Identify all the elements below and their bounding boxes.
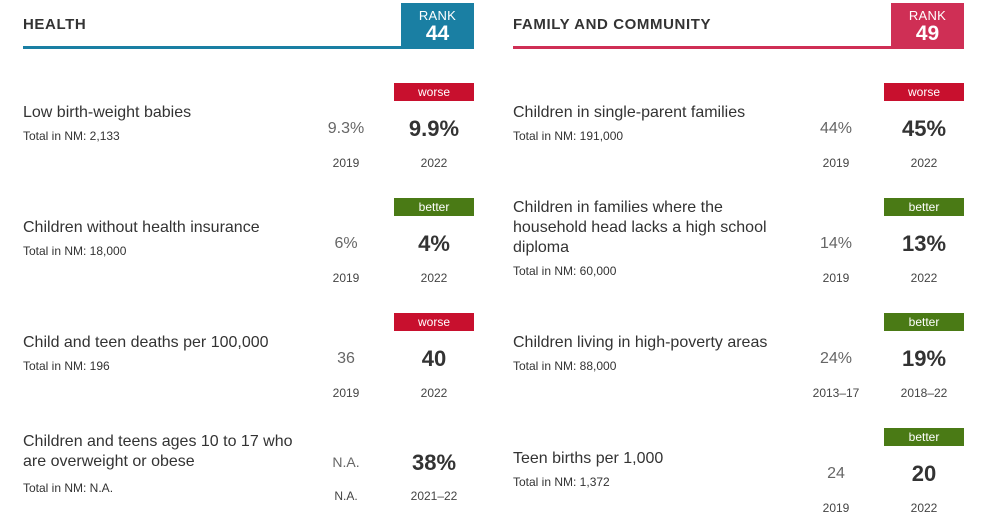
indicator-name: Child and teen deaths per 100,000 bbox=[23, 334, 269, 351]
old-value: 36 bbox=[337, 350, 355, 367]
old-value: N.A. bbox=[332, 454, 360, 470]
new-year: 2022 bbox=[420, 271, 448, 285]
worse-badge: worse bbox=[394, 83, 474, 101]
old-year: N.A. bbox=[334, 489, 358, 503]
health-title: HEALTH bbox=[23, 16, 87, 33]
better-badge: better bbox=[884, 198, 964, 216]
indicator-name: Children without health insurance bbox=[23, 219, 260, 236]
family-row: Children in families where the household… bbox=[513, 198, 964, 308]
new-year: 2022 bbox=[420, 386, 448, 400]
health-row: Child and teen deaths per 100,000 Total … bbox=[23, 313, 474, 423]
indicator-total: Total in NM: N.A. bbox=[23, 481, 114, 495]
health-row: Low birth-weight babies Total in NM: 2,1… bbox=[23, 83, 474, 193]
indicator-total: Total in NM: 60,000 bbox=[513, 264, 617, 278]
new-value: 38% bbox=[411, 450, 457, 475]
old-value: 24 bbox=[827, 465, 845, 482]
old-value: 24% bbox=[819, 350, 853, 367]
health-row: Children and teens ages 10 to 17 who are… bbox=[23, 428, 474, 518]
indicator-total: Total in NM: 2,133 bbox=[23, 129, 120, 143]
new-year: 2018–22 bbox=[900, 386, 948, 400]
worse-badge: worse bbox=[884, 83, 964, 101]
health-panel: HEALTH RANK 44 Low birth-weight babies T… bbox=[23, 0, 474, 523]
old-value: 44% bbox=[819, 120, 853, 137]
old-year: 2019 bbox=[822, 156, 850, 170]
indicator-name: Children and teens ages 10 to 17 who are… bbox=[23, 433, 293, 470]
indicator-total: Total in NM: 191,000 bbox=[513, 129, 624, 143]
new-year: 2021–22 bbox=[410, 489, 458, 503]
family-rank-box: RANK 49 bbox=[891, 3, 964, 49]
new-value: 4% bbox=[418, 231, 450, 256]
old-year: 2019 bbox=[332, 271, 360, 285]
family-row: Children living in high-poverty areas To… bbox=[513, 313, 964, 423]
indicator-name: Low birth-weight babies bbox=[23, 104, 192, 121]
new-year: 2022 bbox=[910, 501, 938, 515]
better-badge: better bbox=[884, 428, 964, 446]
better-badge: better bbox=[884, 313, 964, 331]
new-value: 13% bbox=[901, 231, 947, 256]
indicator-total: Total in NM: 1,372 bbox=[513, 475, 610, 489]
indicator-total: Total in NM: 18,000 bbox=[23, 244, 127, 258]
indicator-name: Children in families where the household… bbox=[513, 199, 767, 256]
indicator-name: Children living in high-poverty areas bbox=[513, 334, 768, 351]
family-panel: FAMILY AND COMMUNITY RANK 49 Children in… bbox=[513, 0, 964, 523]
health-header: HEALTH RANK 44 bbox=[23, 0, 474, 50]
new-value: 19% bbox=[901, 346, 947, 371]
family-title: FAMILY AND COMMUNITY bbox=[513, 16, 712, 33]
family-rank-value: 49 bbox=[915, 22, 940, 45]
health-header-rule bbox=[23, 46, 474, 49]
indicator-total: Total in NM: 88,000 bbox=[513, 359, 617, 373]
health-rank-value: 44 bbox=[425, 22, 450, 45]
old-year: 2019 bbox=[822, 271, 850, 285]
old-value: 6% bbox=[334, 235, 358, 252]
family-row: Children in single-parent families Total… bbox=[513, 83, 964, 193]
old-year: 2013–17 bbox=[812, 386, 860, 400]
indicator-name: Children in single-parent families bbox=[513, 104, 746, 121]
old-value: 9.3% bbox=[327, 120, 365, 137]
indicator-total: Total in NM: 196 bbox=[23, 359, 110, 373]
new-value: 40 bbox=[421, 346, 447, 371]
better-badge: better bbox=[394, 198, 474, 216]
old-year: 2019 bbox=[332, 386, 360, 400]
new-year: 2022 bbox=[420, 156, 448, 170]
new-value: 9.9% bbox=[408, 116, 460, 141]
family-header: FAMILY AND COMMUNITY RANK 49 bbox=[513, 0, 964, 50]
health-rank-label: RANK bbox=[418, 8, 457, 23]
worse-badge: worse bbox=[394, 313, 474, 331]
family-rank-label: RANK bbox=[908, 8, 947, 23]
family-header-rule bbox=[513, 46, 964, 49]
old-value: 14% bbox=[819, 235, 853, 252]
new-value: 45% bbox=[901, 116, 947, 141]
indicator-name: Teen births per 1,000 bbox=[513, 450, 664, 467]
health-row: Children without health insurance Total … bbox=[23, 198, 474, 308]
old-year: 2019 bbox=[822, 501, 850, 515]
new-year: 2022 bbox=[910, 271, 938, 285]
family-row: Teen births per 1,000 Total in NM: 1,372… bbox=[513, 428, 964, 523]
old-year: 2019 bbox=[332, 156, 360, 170]
health-rank-box: RANK 44 bbox=[401, 3, 474, 49]
new-value: 20 bbox=[911, 461, 937, 486]
new-year: 2022 bbox=[910, 156, 938, 170]
